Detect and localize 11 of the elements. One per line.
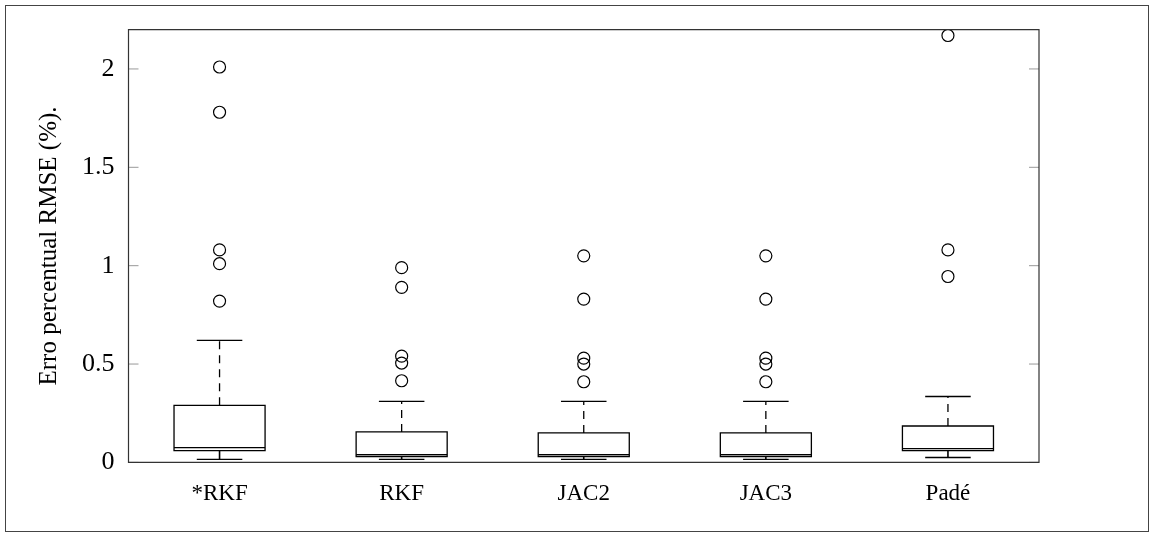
x-tick-label: JAC2 <box>557 480 610 506</box>
x-tick-label: JAC3 <box>739 480 793 506</box>
y-axis-title: Erro percentual RMSE (%). <box>33 106 62 386</box>
x-tick-label: Padé <box>925 480 971 506</box>
y-tick-label: 1.5 <box>82 151 115 181</box>
y-tick-label: 2 <box>101 52 115 82</box>
x-tick-label: RKF <box>379 480 425 506</box>
y-tick-label: 0.5 <box>82 347 115 377</box>
y-tick-label: 1 <box>101 249 115 279</box>
y-tick-label: 0 <box>101 446 115 476</box>
x-tick-label: *RKF <box>191 480 248 506</box>
